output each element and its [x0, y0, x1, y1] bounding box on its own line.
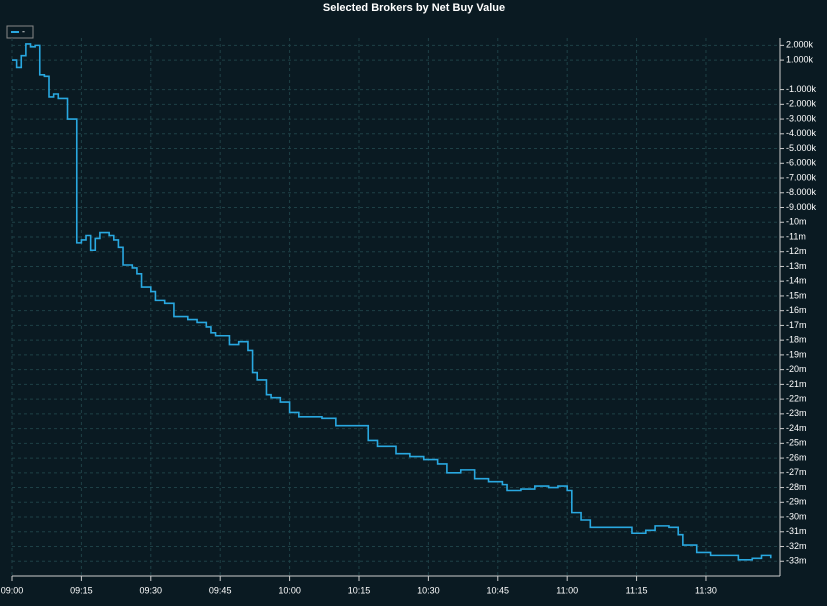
- y-tick-label: 1.000k: [786, 54, 814, 64]
- x-tick-label: 10:45: [487, 585, 510, 595]
- x-tick-label: 11:15: [626, 585, 648, 595]
- y-tick-label: 2.000k: [786, 40, 814, 50]
- y-tick-label: -5.000k: [786, 143, 817, 153]
- y-tick-label: -19m: [786, 349, 807, 359]
- y-tick-label: -23m: [786, 408, 807, 418]
- y-tick-label: -18m: [786, 335, 807, 345]
- y-tick-label: -9.000k: [786, 202, 817, 212]
- y-tick-label: -14m: [786, 276, 807, 286]
- y-tick-label: -27m: [786, 467, 807, 477]
- y-tick-label: -16m: [786, 305, 807, 315]
- x-tick-label: 10:00: [278, 585, 301, 595]
- y-tick-label: -3.000k: [786, 113, 817, 123]
- x-tick-label: 09:30: [140, 585, 163, 595]
- y-tick-label: -30m: [786, 511, 807, 521]
- legend-box: [6, 25, 34, 39]
- y-tick-label: -24m: [786, 423, 807, 433]
- y-tick-label: -11m: [786, 231, 806, 241]
- y-tick-label: -8.000k: [786, 187, 817, 197]
- x-tick-label: 09:45: [209, 585, 232, 595]
- y-tick-label: -13m: [786, 261, 807, 271]
- y-tick-label: -22m: [786, 393, 807, 403]
- x-tick-label: 09:15: [70, 585, 93, 595]
- y-tick-label: -15m: [786, 290, 807, 300]
- y-tick-label: -20m: [786, 364, 807, 374]
- x-tick-label: 11:30: [695, 585, 717, 595]
- y-tick-label: -33m: [786, 556, 807, 566]
- data-line: [12, 43, 772, 561]
- x-tick-label: 10:30: [417, 585, 440, 595]
- y-tick-label: -7.000k: [786, 172, 817, 182]
- y-tick-label: -21m: [786, 379, 807, 389]
- x-tick-label: 11:00: [556, 585, 578, 595]
- y-tick-label: -4.000k: [786, 128, 817, 138]
- chart-title: Selected Brokers by Net Buy Value: [323, 2, 505, 14]
- y-tick-label: -29m: [786, 497, 807, 507]
- legend-label: -: [22, 26, 25, 36]
- y-tick-label: -28m: [786, 482, 807, 492]
- y-tick-label: -10m: [786, 217, 807, 227]
- x-tick-label: 09:00: [1, 585, 24, 595]
- y-tick-label: -6.000k: [786, 158, 817, 168]
- y-tick-label: -12m: [786, 246, 807, 256]
- y-tick-label: -32m: [786, 541, 807, 551]
- y-tick-label: -25m: [786, 438, 807, 448]
- y-tick-label: -1.000k: [786, 84, 817, 94]
- y-tick-label: -2.000k: [786, 99, 817, 109]
- y-tick-label: -31m: [786, 526, 807, 536]
- x-tick-label: 10:15: [348, 585, 371, 595]
- y-tick-label: -26m: [786, 452, 807, 462]
- y-tick-label: -17m: [786, 320, 807, 330]
